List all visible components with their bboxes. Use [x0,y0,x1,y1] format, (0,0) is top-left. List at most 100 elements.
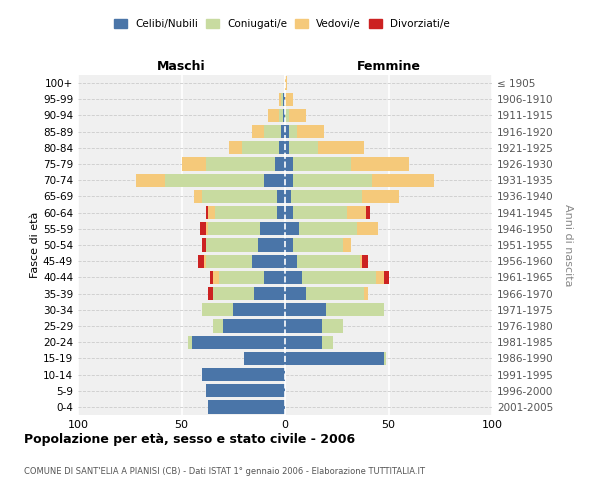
Bar [194,190,202,203]
Bar [277,206,285,220]
Bar [277,190,285,203]
Bar [351,158,409,170]
Bar [206,222,208,235]
Bar [242,141,279,154]
Bar [285,190,291,203]
Bar [385,270,389,284]
Bar [285,320,322,332]
Bar [211,270,212,284]
Bar [208,222,260,235]
Bar [254,287,285,300]
Bar [289,141,318,154]
Bar [298,254,359,268]
Bar [289,125,298,138]
Bar [285,158,293,170]
Bar [265,125,281,138]
Y-axis label: Anni di nascita: Anni di nascita [563,204,573,286]
Bar [206,206,208,220]
Bar [293,238,343,252]
Bar [293,206,347,220]
Bar [215,206,277,220]
Bar [326,303,385,316]
Bar [206,238,258,252]
Bar [265,174,285,187]
Bar [252,125,265,138]
Bar [208,206,215,220]
Bar [343,238,351,252]
Text: COMUNE DI SANT'ELIA A PIANISI (CB) - Dati ISTAT 1° gennaio 2006 - Elaborazione T: COMUNE DI SANT'ELIA A PIANISI (CB) - Dat… [24,468,425,476]
Bar [198,254,204,268]
Bar [279,92,281,106]
Bar [275,158,285,170]
Bar [192,336,285,349]
Legend: Celibi/Nubili, Coniugati/e, Vedovi/e, Divorziati/e: Celibi/Nubili, Coniugati/e, Vedovi/e, Di… [110,15,454,34]
Bar [285,270,302,284]
Bar [293,174,372,187]
Bar [285,303,326,316]
Bar [285,174,293,187]
Y-axis label: Fasce di età: Fasce di età [30,212,40,278]
Bar [206,384,285,398]
Bar [233,303,285,316]
Bar [285,76,287,90]
Bar [285,206,293,220]
Bar [322,336,332,349]
Bar [212,287,254,300]
Bar [318,141,364,154]
Bar [298,125,325,138]
Bar [347,206,366,220]
Bar [165,174,265,187]
Bar [299,222,358,235]
Bar [208,287,212,300]
Bar [204,254,206,268]
Bar [212,270,219,284]
Bar [200,222,206,235]
Text: Maschi: Maschi [157,60,206,72]
Bar [285,336,322,349]
Bar [202,238,206,252]
Bar [208,400,285,413]
Bar [206,158,275,170]
Bar [219,270,265,284]
Bar [362,190,399,203]
Bar [285,109,289,122]
Bar [212,320,223,332]
Bar [372,174,434,187]
Bar [258,238,285,252]
Bar [385,352,386,365]
Bar [366,206,370,220]
Bar [281,125,285,138]
Bar [358,222,378,235]
Bar [182,158,206,170]
Bar [206,254,252,268]
Bar [285,254,298,268]
Bar [188,336,192,349]
Bar [244,352,285,365]
Bar [285,141,289,154]
Bar [362,254,368,268]
Bar [306,287,364,300]
Bar [283,92,285,106]
Bar [223,320,285,332]
Bar [265,270,285,284]
Bar [285,238,293,252]
Bar [285,125,289,138]
Bar [252,254,285,268]
Bar [202,368,285,381]
Bar [281,92,283,106]
Bar [376,270,385,284]
Bar [260,222,285,235]
Bar [279,109,283,122]
Bar [268,109,279,122]
Bar [285,352,385,365]
Bar [279,141,285,154]
Bar [136,174,165,187]
Bar [283,109,285,122]
Text: Popolazione per età, sesso e stato civile - 2006: Popolazione per età, sesso e stato civil… [24,432,355,446]
Bar [359,254,362,268]
Bar [229,141,242,154]
Bar [364,287,368,300]
Bar [202,303,233,316]
Bar [293,158,351,170]
Bar [291,190,362,203]
